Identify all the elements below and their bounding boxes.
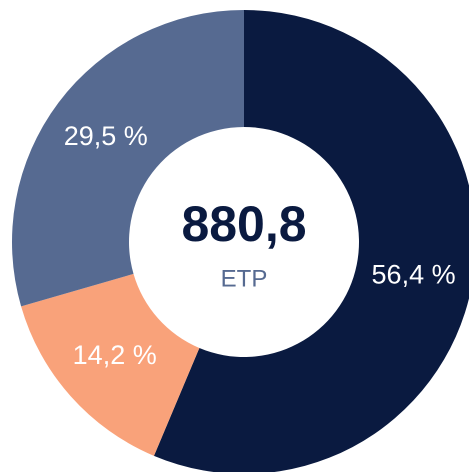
center-sublabel: ETP xyxy=(221,265,268,292)
slices xyxy=(12,10,469,472)
slice xyxy=(153,10,469,472)
center-value: 880,8 xyxy=(181,196,306,252)
labels: 56,4 % 14,2 % 29,5 % xyxy=(64,121,456,370)
slice xyxy=(12,10,245,307)
slice xyxy=(21,273,200,456)
slice-label: 14,2 % xyxy=(73,340,157,370)
slice-label: 56,4 % xyxy=(372,259,456,289)
slice-label: 29,5 % xyxy=(64,121,148,151)
